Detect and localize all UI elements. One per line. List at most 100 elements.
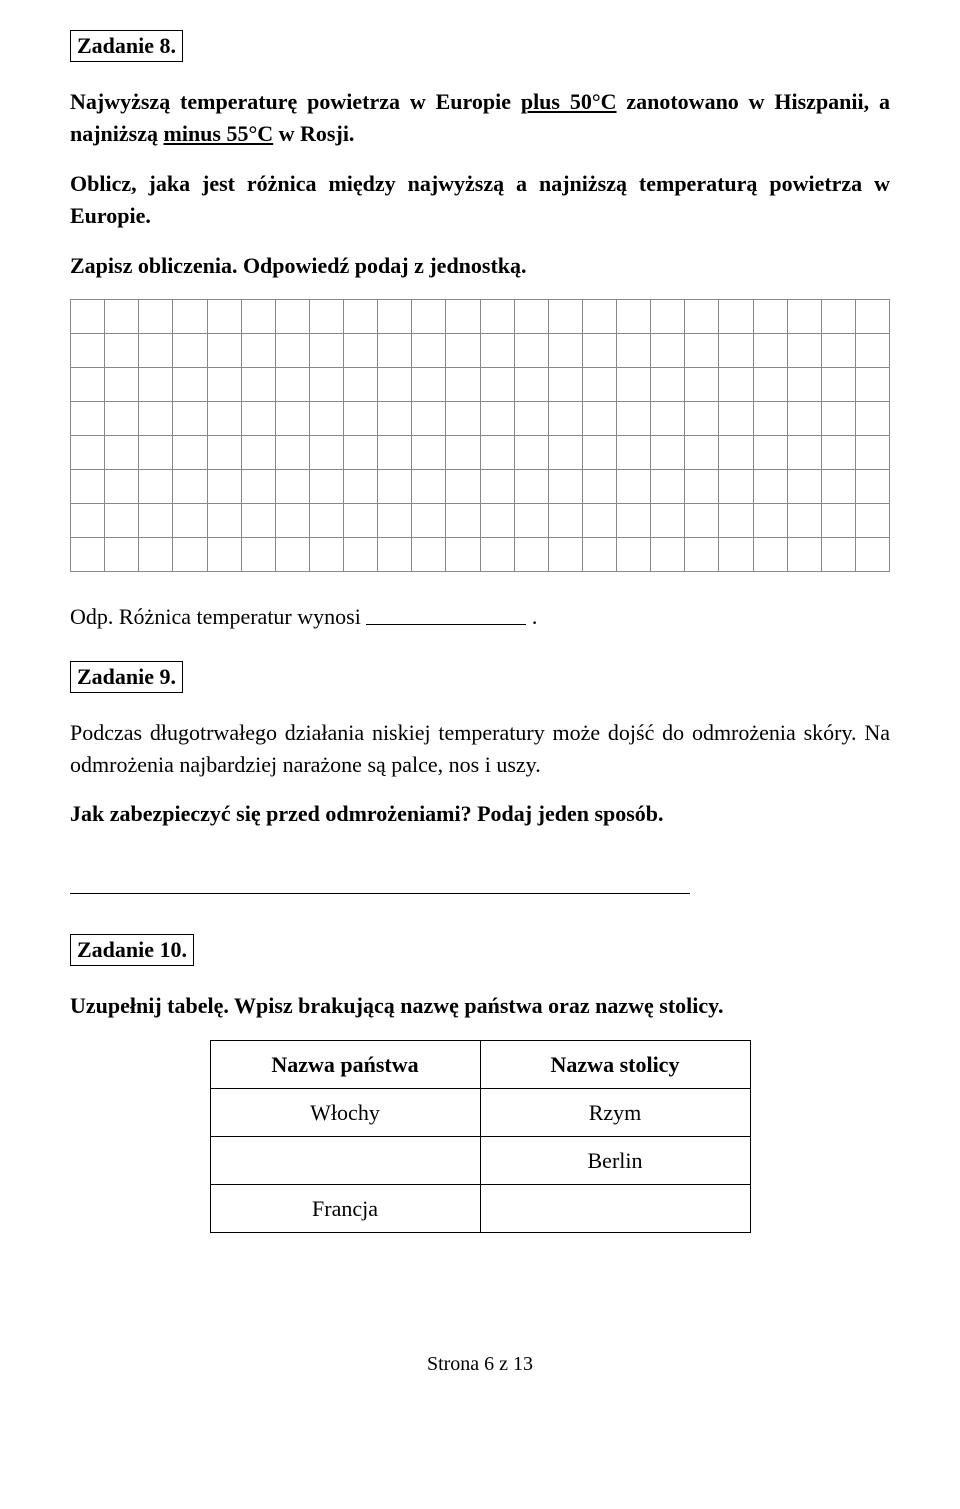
grid-cell[interactable] (173, 334, 207, 368)
grid-cell[interactable] (651, 436, 685, 470)
grid-cell[interactable] (173, 368, 207, 402)
grid-cell[interactable] (548, 538, 582, 572)
grid-cell[interactable] (685, 368, 719, 402)
grid-cell[interactable] (139, 538, 173, 572)
grid-cell[interactable] (651, 538, 685, 572)
grid-cell[interactable] (651, 402, 685, 436)
grid-cell[interactable] (548, 470, 582, 504)
grid-cell[interactable] (344, 368, 378, 402)
cell-country[interactable]: Włochy (210, 1089, 480, 1137)
grid-cell[interactable] (378, 538, 412, 572)
grid-cell[interactable] (139, 334, 173, 368)
grid-cell[interactable] (855, 504, 889, 538)
grid-cell[interactable] (753, 538, 787, 572)
grid-cell[interactable] (753, 436, 787, 470)
cell-capital[interactable] (480, 1185, 750, 1233)
grid-cell[interactable] (787, 470, 821, 504)
grid-cell[interactable] (378, 402, 412, 436)
grid-cell[interactable] (480, 436, 514, 470)
grid-cell[interactable] (685, 300, 719, 334)
grid-cell[interactable] (446, 436, 480, 470)
grid-cell[interactable] (787, 402, 821, 436)
grid-cell[interactable] (480, 538, 514, 572)
grid-cell[interactable] (378, 504, 412, 538)
grid-cell[interactable] (275, 402, 309, 436)
grid-cell[interactable] (855, 334, 889, 368)
grid-cell[interactable] (275, 504, 309, 538)
grid-cell[interactable] (412, 504, 446, 538)
cell-country[interactable]: Francja (210, 1185, 480, 1233)
grid-cell[interactable] (71, 470, 105, 504)
grid-cell[interactable] (787, 368, 821, 402)
grid-cell[interactable] (685, 436, 719, 470)
grid-cell[interactable] (105, 334, 139, 368)
grid-cell[interactable] (207, 402, 241, 436)
grid-cell[interactable] (719, 368, 753, 402)
grid-cell[interactable] (275, 368, 309, 402)
grid-cell[interactable] (855, 368, 889, 402)
grid-cell[interactable] (685, 538, 719, 572)
grid-cell[interactable] (412, 470, 446, 504)
grid-cell[interactable] (275, 436, 309, 470)
grid-cell[interactable] (446, 538, 480, 572)
grid-cell[interactable] (753, 368, 787, 402)
grid-cell[interactable] (685, 504, 719, 538)
grid-cell[interactable] (71, 300, 105, 334)
grid-cell[interactable] (548, 300, 582, 334)
grid-cell[interactable] (855, 402, 889, 436)
grid-cell[interactable] (412, 368, 446, 402)
grid-cell[interactable] (275, 470, 309, 504)
grid-cell[interactable] (446, 368, 480, 402)
grid-cell[interactable] (821, 300, 855, 334)
grid-cell[interactable] (241, 470, 275, 504)
grid-cell[interactable] (241, 368, 275, 402)
grid-cell[interactable] (446, 300, 480, 334)
grid-cell[interactable] (821, 470, 855, 504)
grid-cell[interactable] (753, 334, 787, 368)
grid-cell[interactable] (173, 402, 207, 436)
grid-cell[interactable] (241, 436, 275, 470)
grid-cell[interactable] (173, 300, 207, 334)
grid-cell[interactable] (207, 436, 241, 470)
grid-cell[interactable] (139, 300, 173, 334)
grid-cell[interactable] (617, 334, 651, 368)
grid-cell[interactable] (617, 300, 651, 334)
grid-cell[interactable] (514, 436, 548, 470)
grid-cell[interactable] (378, 368, 412, 402)
grid-cell[interactable] (105, 402, 139, 436)
grid-cell[interactable] (719, 300, 753, 334)
grid-cell[interactable] (651, 504, 685, 538)
grid-cell[interactable] (719, 436, 753, 470)
calculation-grid[interactable] (70, 299, 890, 572)
grid-cell[interactable] (207, 334, 241, 368)
grid-cell[interactable] (309, 538, 343, 572)
grid-cell[interactable] (71, 368, 105, 402)
grid-cell[interactable] (173, 470, 207, 504)
grid-cell[interactable] (344, 334, 378, 368)
grid-cell[interactable] (275, 300, 309, 334)
grid-cell[interactable] (71, 538, 105, 572)
grid-cell[interactable] (787, 334, 821, 368)
grid-cell[interactable] (71, 334, 105, 368)
task-9-answer-line[interactable] (70, 870, 690, 894)
grid-cell[interactable] (344, 402, 378, 436)
grid-cell[interactable] (378, 300, 412, 334)
grid-cell[interactable] (139, 436, 173, 470)
grid-cell[interactable] (344, 538, 378, 572)
grid-cell[interactable] (617, 504, 651, 538)
grid-cell[interactable] (514, 538, 548, 572)
grid-cell[interactable] (480, 334, 514, 368)
grid-cell[interactable] (139, 504, 173, 538)
grid-cell[interactable] (719, 470, 753, 504)
grid-cell[interactable] (378, 436, 412, 470)
grid-cell[interactable] (582, 300, 616, 334)
grid-cell[interactable] (139, 402, 173, 436)
grid-cell[interactable] (309, 402, 343, 436)
grid-cell[interactable] (412, 436, 446, 470)
grid-cell[interactable] (446, 470, 480, 504)
grid-cell[interactable] (241, 538, 275, 572)
grid-cell[interactable] (821, 368, 855, 402)
grid-cell[interactable] (582, 504, 616, 538)
grid-cell[interactable] (548, 436, 582, 470)
grid-cell[interactable] (651, 300, 685, 334)
